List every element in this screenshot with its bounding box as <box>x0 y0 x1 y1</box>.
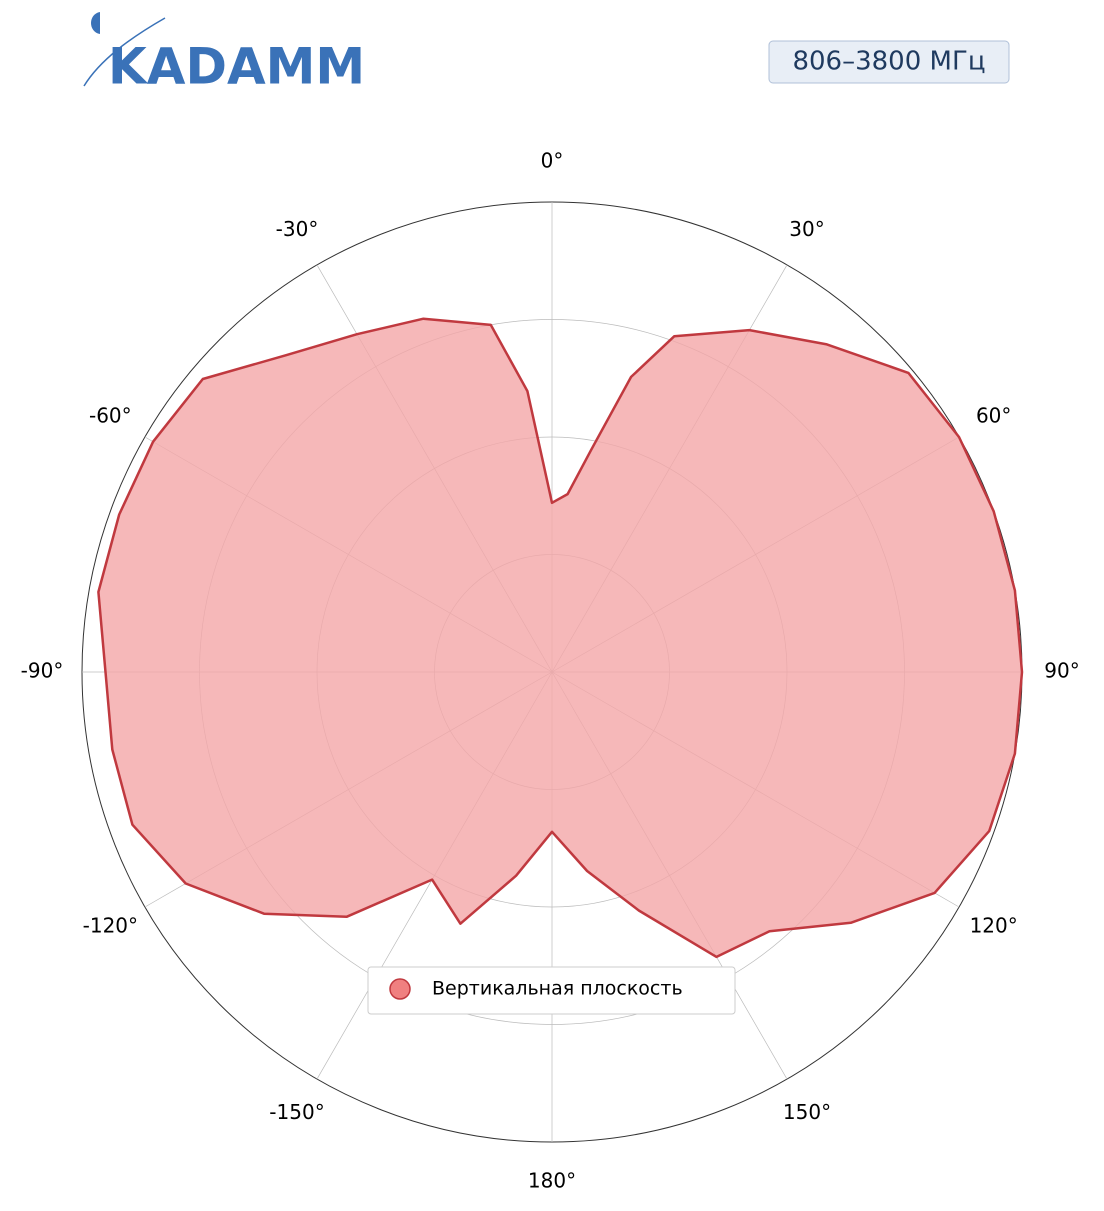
theta-tick-label: 0° <box>541 149 564 173</box>
theta-tick-label: -90° <box>21 659 64 683</box>
theta-tick-label: -150° <box>269 1100 324 1124</box>
logo: KADAMM <box>83 12 365 96</box>
theta-tick-label: 30° <box>789 217 824 241</box>
pattern-area <box>97 317 1024 959</box>
logo-mark <box>91 12 100 34</box>
theta-tick-label: 90° <box>1044 659 1079 683</box>
legend-box <box>367 966 736 1015</box>
legend-label: Вертикальная плоскость <box>432 978 683 1000</box>
theta-tick-label: 180° <box>528 1169 576 1193</box>
theta-tick-label: 60° <box>976 404 1011 428</box>
legend-marker <box>389 978 411 1000</box>
logo-text: KADAMM <box>108 38 365 96</box>
theta-tick-label: 120° <box>970 914 1018 938</box>
band-badge <box>768 40 1010 84</box>
theta-tick-label: 150° <box>783 1100 831 1124</box>
theta-tick-label: -30° <box>276 217 319 241</box>
theta-tick-label: -120° <box>83 914 138 938</box>
theta-tick-label: -60° <box>89 404 132 428</box>
logo-swoosh <box>83 17 166 87</box>
band-text: 806–3800 МГц <box>792 47 985 77</box>
